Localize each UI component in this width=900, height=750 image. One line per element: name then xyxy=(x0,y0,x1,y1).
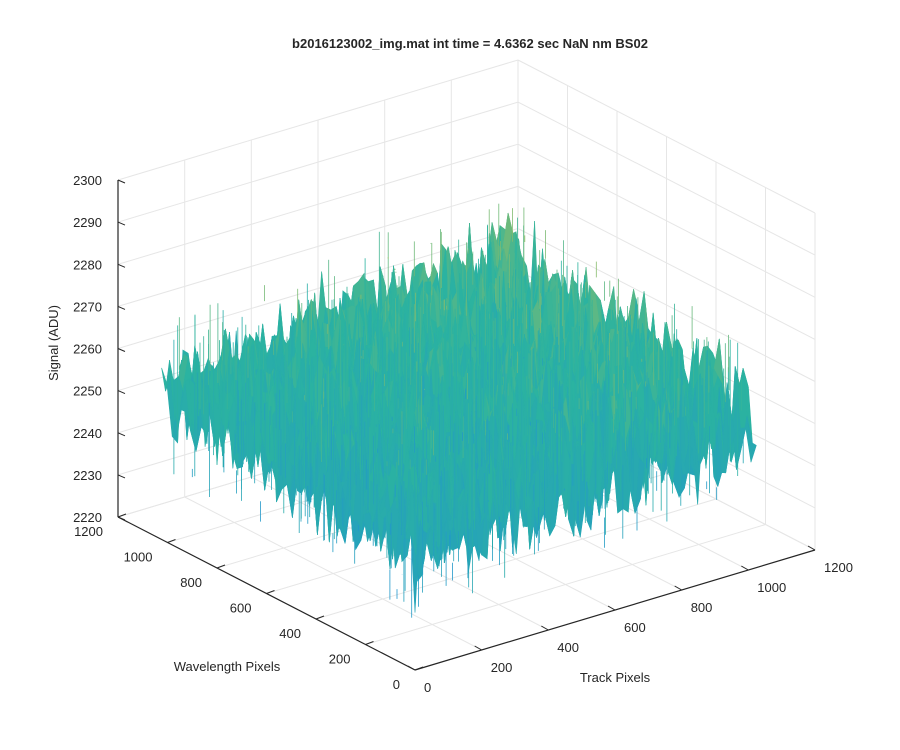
grid-line xyxy=(517,143,816,298)
grid-line xyxy=(117,101,519,223)
grid-line xyxy=(517,185,816,340)
grid-line xyxy=(117,143,519,265)
grid-line xyxy=(117,228,519,349)
grid-line xyxy=(117,185,519,307)
grid-line xyxy=(315,498,717,620)
grid-line xyxy=(365,524,766,645)
surface-mesh xyxy=(161,203,757,618)
grid-line xyxy=(117,59,519,181)
grid-line xyxy=(517,228,816,382)
grid-line xyxy=(517,101,816,256)
grid-line xyxy=(517,59,816,214)
